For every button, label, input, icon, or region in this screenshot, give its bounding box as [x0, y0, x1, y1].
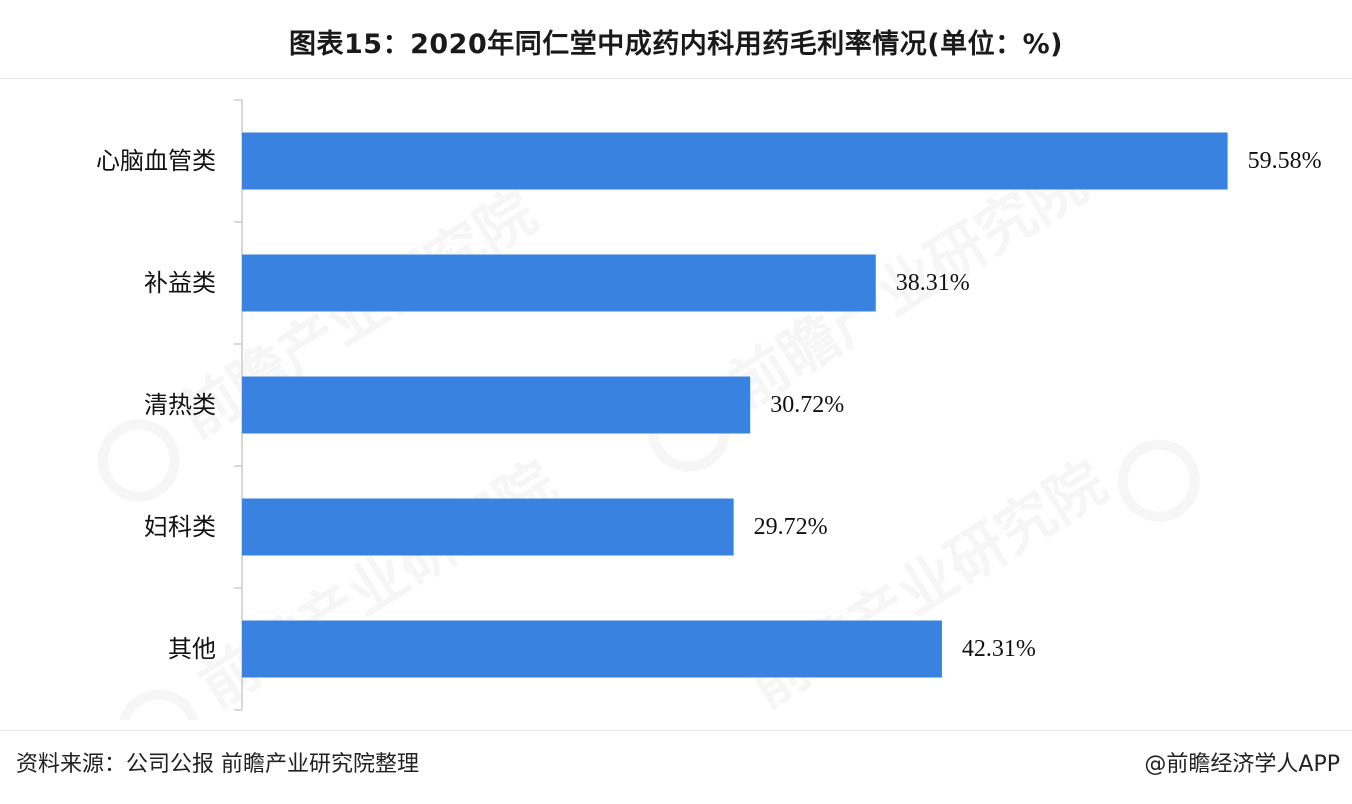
bar: [242, 132, 1228, 190]
value-label: 30.72%: [770, 392, 844, 418]
chart-title: 图表15：2020年同仁堂中成药内科用药毛利率情况(单位：%): [289, 29, 1063, 60]
bar: [242, 620, 942, 678]
category-label: 心脑血管类: [96, 147, 216, 175]
value-label: 29.72%: [754, 514, 828, 540]
credit-note: @前瞻经济学人APP: [1144, 752, 1340, 777]
value-label: 38.31%: [896, 270, 970, 296]
bar: [242, 254, 876, 312]
y-axis-ticks: [234, 99, 242, 711]
category-label: 清热类: [144, 391, 216, 419]
footer-divider: [0, 730, 1352, 731]
svg-text:前瞻产业研究院: 前瞻产业研究院: [737, 448, 1117, 720]
category-label: 其他: [168, 635, 216, 663]
svg-text:前瞻产业研究院: 前瞻产业研究院: [187, 448, 567, 720]
source-note: 资料来源：公司公报 前瞻产业研究院整理: [16, 752, 419, 777]
bar-chart: 前瞻产业研究院 前瞻产业研究院 前瞻产业研究院 前瞻产业研究院 心脑血管类补益类…: [96, 99, 1322, 720]
value-label: 59.58%: [1248, 148, 1322, 174]
bars-group: [242, 132, 1228, 678]
category-label: 补益类: [144, 269, 216, 297]
title-divider: [0, 78, 1352, 79]
value-labels: 59.58% 38.31% 30.72% 29.72% 42.31%: [754, 148, 1322, 662]
bar: [242, 498, 734, 556]
value-label: 42.31%: [962, 636, 1036, 662]
category-label: 妇科类: [144, 513, 216, 541]
bar: [242, 376, 751, 434]
